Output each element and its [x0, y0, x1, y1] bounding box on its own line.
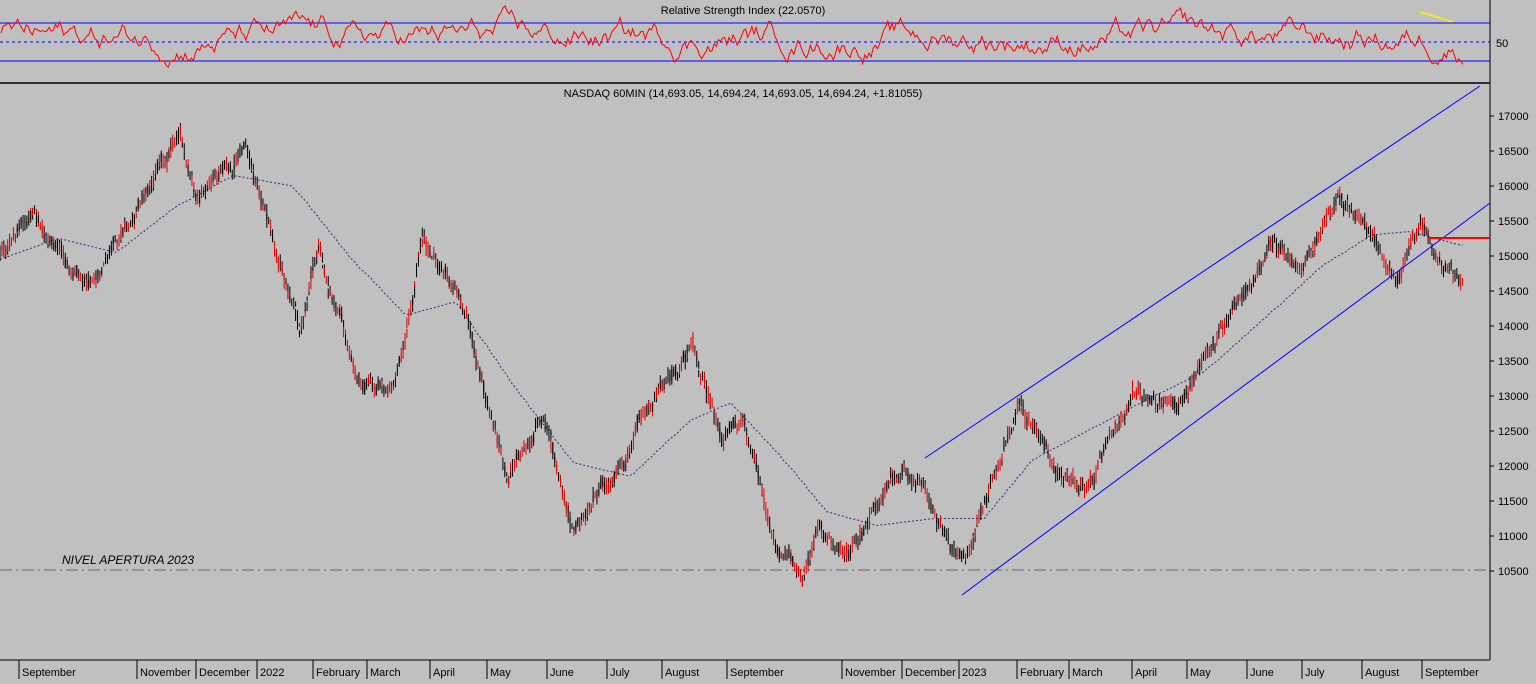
x-tick-label: August: [665, 667, 699, 679]
time-axis: September November December 2022 February Mar…: [18, 660, 1479, 679]
x-tick-label: September: [730, 667, 784, 679]
x-tick-label: February: [1020, 667, 1065, 679]
x-tick-label: November: [140, 667, 191, 679]
rsi-line: [0, 5, 1464, 69]
y-tick-label: 17000: [1498, 111, 1529, 123]
x-tick-label: 2022: [260, 667, 284, 679]
y-tick-label: 14000: [1498, 321, 1529, 333]
price-bars: [0, 122, 1464, 588]
y-tick-label: 12500: [1498, 426, 1529, 438]
x-tick-label: May: [490, 667, 511, 679]
x-tick-label: December: [905, 667, 956, 679]
x-tick-label: September: [22, 667, 76, 679]
x-tick-label: March: [370, 667, 401, 679]
y-tick-label: 12000: [1498, 461, 1529, 473]
x-tick-label: June: [1250, 667, 1274, 679]
x-tick-label: August: [1365, 667, 1399, 679]
price-panel: NIVEL APERTURA 2023 NASDAQ 60MIN (14,693…: [0, 85, 1491, 596]
y-tick-label: 13000: [1498, 391, 1529, 403]
opening-level-annotation: NIVEL APERTURA 2023: [62, 553, 194, 567]
channel-lower-line: [961, 202, 1491, 596]
x-tick-label: 2023: [962, 667, 986, 679]
x-tick-label: April: [1135, 667, 1157, 679]
y-tick-label: 11000: [1498, 531, 1528, 543]
x-tick-label: July: [1305, 667, 1325, 679]
y-tick-label: 14500: [1498, 286, 1529, 298]
x-tick-label: July: [610, 667, 630, 679]
y-tick-label: 11500: [1498, 496, 1528, 508]
y-tick-label: 15500: [1498, 216, 1529, 228]
y-tick-label: 10500: [1498, 566, 1529, 578]
x-tick-label: December: [199, 667, 250, 679]
x-tick-label: June: [550, 667, 574, 679]
price-title: NASDAQ 60MIN (14,693.05, 14,694.24, 14,6…: [564, 88, 923, 100]
x-tick-label: February: [316, 667, 361, 679]
rsi-level-label: 50: [1496, 38, 1508, 50]
y-tick-label: 13500: [1498, 356, 1529, 368]
x-tick-label: November: [845, 667, 896, 679]
x-tick-label: September: [1425, 667, 1479, 679]
y-tick-label: 16500: [1498, 146, 1529, 158]
y-tick-label: 15000: [1498, 251, 1529, 263]
rsi-divergence-line: [1419, 11, 1454, 23]
channel-upper-line: [924, 85, 1481, 459]
moving-average-line: [0, 175, 1463, 527]
rsi-title: Relative Strength Index (22.0570): [661, 5, 826, 17]
y-tick-label: 16000: [1498, 181, 1529, 193]
price-axis: 17000 16500 16000 15500 15000 14500 14000 13500…: [1490, 111, 1529, 578]
x-tick-label: May: [1190, 667, 1211, 679]
x-tick-label: April: [433, 667, 455, 679]
x-tick-label: March: [1072, 667, 1103, 679]
rsi-panel: Relative Strength Index (22.0570) 50: [0, 5, 1508, 69]
